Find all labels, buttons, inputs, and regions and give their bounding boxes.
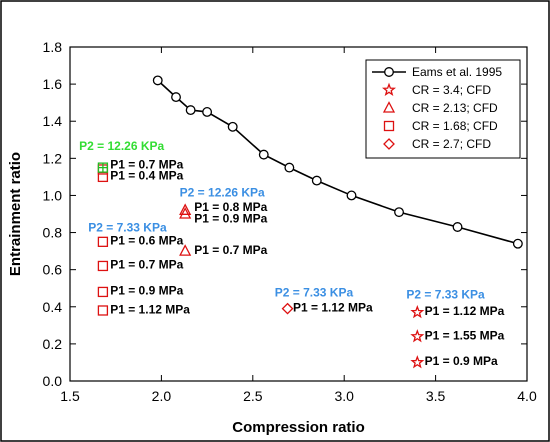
annotation-label: P2 = 12.26 KPa	[79, 139, 164, 153]
annotation-label: P1 = 1.55 MPa	[425, 328, 505, 342]
annotation-label: P2 = 7.33 KPa	[275, 286, 354, 300]
square-point	[97, 305, 109, 316]
x-tick-label: 4.0	[517, 388, 537, 404]
annotation-label: P1 = 0.9 MPa	[110, 284, 183, 298]
annotation-label: P1 = 0.9 MPa	[425, 354, 498, 368]
annotation-label: P1 = 0.6 MPa	[110, 234, 183, 248]
circle-point	[171, 92, 181, 103]
annotation-label: P1 = 0.7 MPa	[110, 258, 183, 272]
annotation-label: P2 = 7.33 KPa	[406, 287, 485, 301]
y-tick-label: 0.6	[43, 262, 63, 278]
legend-entry-label: CR = 3.4; CFD	[412, 83, 491, 97]
highlight-plus-point	[98, 163, 108, 173]
circle-point	[202, 106, 213, 117]
circle-point	[346, 190, 357, 201]
circle-point	[185, 105, 196, 116]
annotation-label: P1 = 0.7 MPa	[110, 158, 183, 172]
series-0	[152, 75, 523, 249]
circle-point	[452, 222, 463, 232]
legend-circle-swatch	[384, 67, 394, 77]
star-point	[410, 355, 425, 369]
square-point	[97, 260, 109, 272]
annotation-label: P1 = 0.4 MPa	[110, 169, 183, 183]
annotation-label: P1 = 0.9 MPa	[194, 211, 267, 225]
plot-frame	[69, 46, 528, 382]
annotation-label: P1 = 1.12 MPa	[425, 304, 505, 318]
y-tick-label: 1.2	[43, 150, 63, 166]
circle-point	[394, 207, 404, 218]
square-point	[97, 286, 109, 298]
legend-diamond-swatch	[383, 138, 395, 150]
series-2	[179, 203, 192, 256]
legend: Eams et al. 1995 CR = 3.4; CFD CR = 2.13; …	[365, 59, 521, 159]
legend-entry-label: Eams et al. 1995	[412, 65, 502, 79]
circle-point	[284, 162, 295, 173]
legend-entry-label: CR = 1.68; CFD	[412, 119, 498, 133]
y-tick-label: 1.0	[43, 187, 63, 203]
y-tick-label: 1.6	[43, 76, 63, 92]
legend-entry-label: CR = 2.7; CFD	[412, 137, 491, 151]
triangle-point	[179, 244, 192, 256]
y-tick-label: 0.4	[43, 299, 63, 315]
x-tick-label: 3.5	[426, 388, 446, 404]
series-layer	[97, 75, 523, 369]
diamond-point	[281, 302, 294, 315]
triangle-point	[179, 207, 192, 219]
x-axis-title: Compression ratio	[232, 419, 365, 436]
y-tick-label: 0.8	[43, 225, 63, 241]
annotation-label: P2 = 12.26 KPa	[180, 185, 265, 199]
x-tick-label: 3.0	[334, 388, 354, 404]
annotation-label: P2 = 7.33 KPa	[88, 221, 167, 235]
circle-point	[512, 238, 523, 249]
circle-point	[311, 175, 322, 186]
y-tick-label: 0.2	[43, 336, 63, 352]
series-1	[410, 304, 425, 369]
triangle-point	[179, 203, 192, 215]
circle-point	[227, 121, 238, 132]
legend-triangle-swatch	[382, 101, 396, 113]
circle-point	[152, 75, 163, 86]
y-tick-label: 1.4	[43, 113, 63, 129]
annotation-label: P1 = 1.12 MPa	[110, 302, 190, 316]
annotation-label: P1 = 0.8 MPa	[194, 200, 267, 214]
x-tick-label: 2.5	[243, 388, 263, 404]
square-point	[97, 236, 109, 247]
y-tick-label: 1.8	[43, 39, 63, 55]
series-4	[281, 302, 294, 315]
x-tick-label: 1.5	[60, 388, 80, 404]
circle-point	[258, 149, 269, 160]
legend-square-swatch	[383, 120, 395, 132]
legend-entry-label: CR = 2.13; CFD	[412, 101, 498, 115]
star-point	[410, 329, 425, 343]
y-axis-title: Entrainment ratio	[7, 152, 24, 276]
annotation-label: P1 = 0.7 MPa	[194, 243, 267, 257]
y-tick-label: 0.0	[43, 373, 63, 389]
annotation-label: P1 = 1.12 MPa	[293, 300, 373, 314]
axes: 1.5 2.0 2.5 3.0 3.5 4.0 0.0 0.2 0.4 0.6 0.8 1.0 1.2 1…	[7, 39, 537, 436]
legend-star-swatch	[381, 82, 397, 96]
x-tick-label: 2.0	[152, 388, 172, 404]
star-point	[410, 304, 425, 319]
